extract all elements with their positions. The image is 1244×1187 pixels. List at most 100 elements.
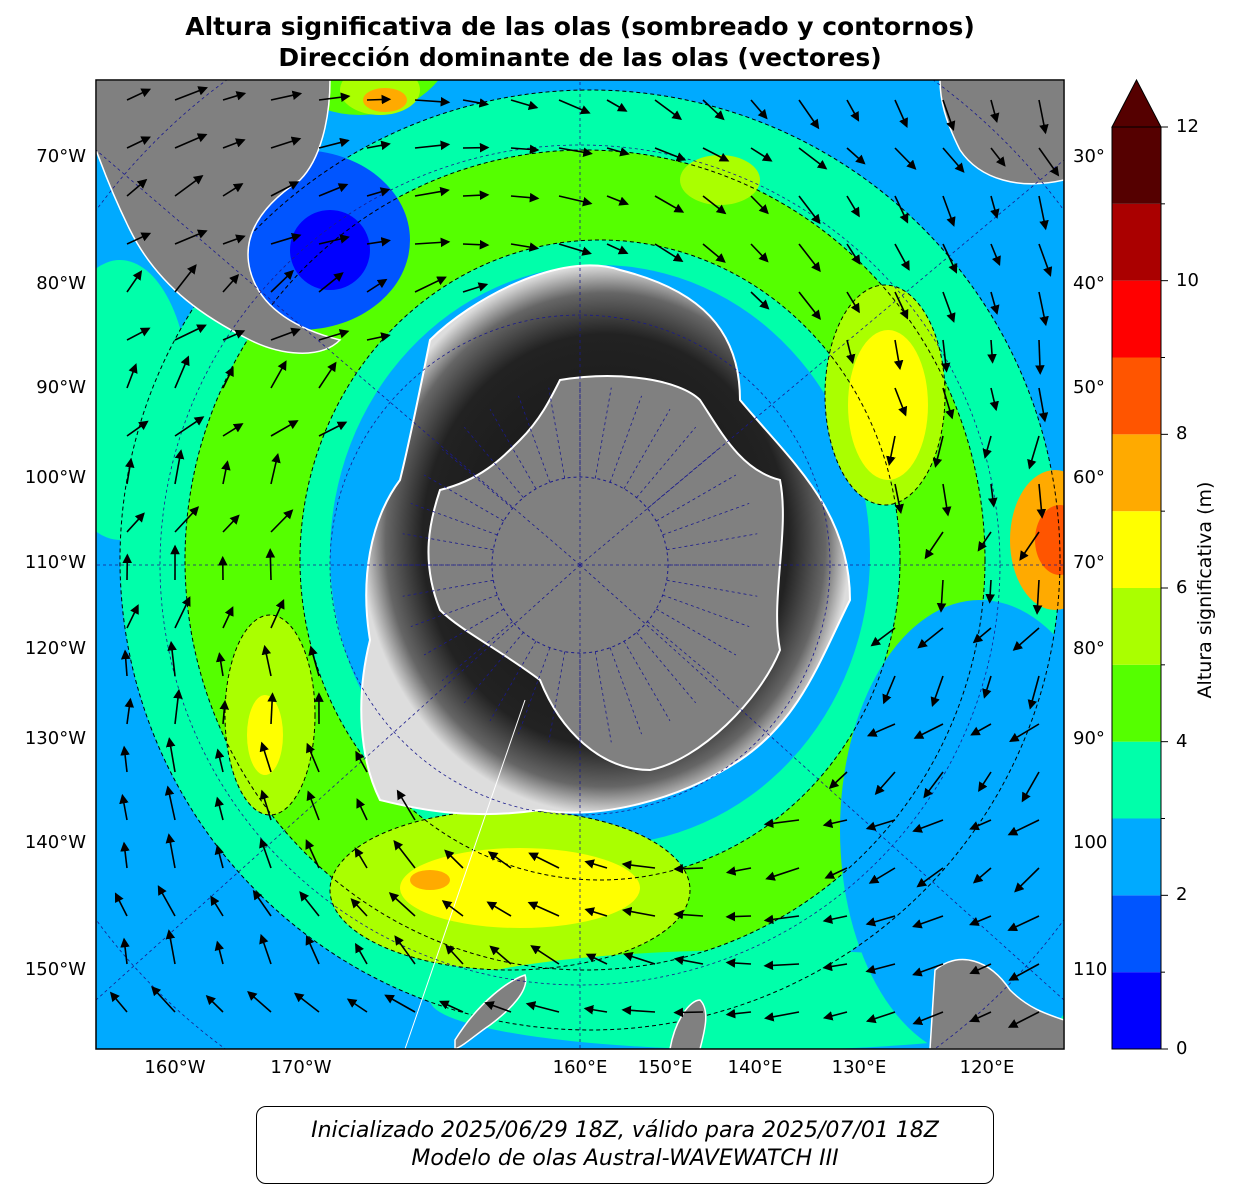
bottom-lon-label: 160°E — [552, 1057, 608, 1078]
wave-vector — [270, 181, 300, 197]
colorbar-bin — [1112, 972, 1161, 1049]
map-frame — [95, 79, 1065, 1050]
wave-vector — [247, 990, 272, 1013]
wave-vector — [798, 195, 821, 225]
wave-vector — [822, 914, 848, 924]
wave-vector — [318, 272, 344, 293]
colorbar-bin — [1112, 127, 1161, 204]
wave-vector — [165, 833, 176, 869]
wave-vector — [270, 136, 302, 149]
wave-vector — [606, 147, 630, 157]
wave-vector — [912, 1011, 944, 1026]
wave-vector — [882, 675, 896, 705]
wave-vector — [972, 867, 992, 884]
wave-vector — [484, 1001, 512, 1013]
wave-vector — [870, 627, 896, 647]
south-america-land — [96, 80, 342, 354]
wave-vector — [763, 960, 800, 971]
wave-vector — [1027, 435, 1040, 470]
wave-vector — [846, 291, 860, 314]
colorbar-bin — [1112, 895, 1161, 973]
wave-vector — [1038, 195, 1049, 231]
wave-vector — [441, 900, 464, 917]
wave-vector — [308, 645, 320, 677]
wave-vector — [654, 147, 687, 162]
wave-vector — [126, 232, 152, 245]
wave-vector — [214, 940, 225, 965]
wave-vector — [725, 866, 752, 876]
wave-vector — [299, 891, 320, 917]
title-line-1: Altura significativa de las olas (sombre… — [185, 12, 975, 41]
wave-vector — [366, 332, 391, 342]
wave-vector — [621, 860, 656, 870]
colorbar-label: Altura significativa (m) — [1194, 481, 1216, 699]
wave-vector — [222, 273, 240, 293]
wave-vector — [174, 133, 208, 149]
wave-vector — [969, 915, 992, 926]
wave-vector — [222, 138, 246, 149]
wave-vector — [210, 895, 224, 917]
wave-vector — [798, 99, 820, 130]
wave-vector — [750, 195, 769, 215]
wave-vector — [558, 147, 593, 157]
wave-vector — [173, 688, 183, 725]
wave-vector — [126, 88, 152, 101]
wave-vector — [987, 483, 998, 508]
dateline-seam — [404, 699, 526, 1049]
wave-vector — [932, 435, 944, 468]
wave-vector — [214, 748, 225, 773]
wave-vector — [725, 911, 752, 922]
wave-vector — [982, 675, 992, 699]
wave-vector — [1038, 291, 1049, 327]
wave-vector — [930, 675, 944, 707]
colorbar — [1111, 78, 1168, 1050]
new-zealand-land — [454, 974, 527, 1049]
right-lat-label: 100 — [1073, 832, 1108, 853]
wave-vector — [164, 785, 176, 821]
wave-vector — [318, 361, 337, 389]
wave-vector — [366, 187, 391, 197]
wave-vector — [912, 915, 944, 929]
wave-vector — [414, 237, 451, 248]
wave-vector — [293, 992, 320, 1013]
wave-vector — [530, 945, 560, 965]
wave-vector — [270, 420, 299, 437]
wave-vector — [942, 243, 958, 274]
wave-vector — [990, 195, 1000, 219]
wave-vector — [750, 243, 769, 263]
wave-vector — [894, 147, 917, 170]
wave-vector — [621, 906, 656, 917]
left-lat-label: 70°W — [36, 146, 86, 167]
wave-vector — [124, 457, 135, 485]
wave-vector — [894, 483, 904, 514]
wave-vector — [462, 282, 489, 293]
wave-vector — [1019, 531, 1040, 561]
wave-vector — [439, 1000, 464, 1013]
wave-vector — [109, 991, 128, 1013]
wave-vector — [1007, 915, 1040, 932]
wave-vector — [120, 937, 130, 965]
wave-vector — [725, 958, 752, 968]
wave-vector — [261, 644, 272, 677]
wave-vector — [214, 844, 224, 869]
wave-vector — [846, 339, 856, 365]
wave-vector — [306, 742, 320, 773]
wave-vector — [673, 955, 704, 966]
wave-vector — [388, 892, 416, 917]
wave-vector — [866, 723, 896, 737]
right-lat-label: 80° — [1073, 638, 1105, 659]
wave-vector — [913, 723, 944, 739]
wave-vector — [912, 819, 944, 833]
wave-vector — [222, 91, 247, 101]
map-area — [96, 80, 1064, 1049]
wave-vector — [750, 291, 770, 310]
wave-vector — [270, 269, 294, 293]
wave-vector — [654, 243, 684, 262]
wave-vector — [916, 867, 944, 888]
wave-vector — [393, 839, 416, 869]
info-box: Inicializado 2025/06/29 18Z, válido para… — [256, 1106, 994, 1184]
left-lat-label: 130°W — [24, 728, 86, 749]
wave-vector — [394, 935, 416, 965]
wave-vector — [114, 892, 128, 917]
wave-vector — [798, 243, 821, 273]
